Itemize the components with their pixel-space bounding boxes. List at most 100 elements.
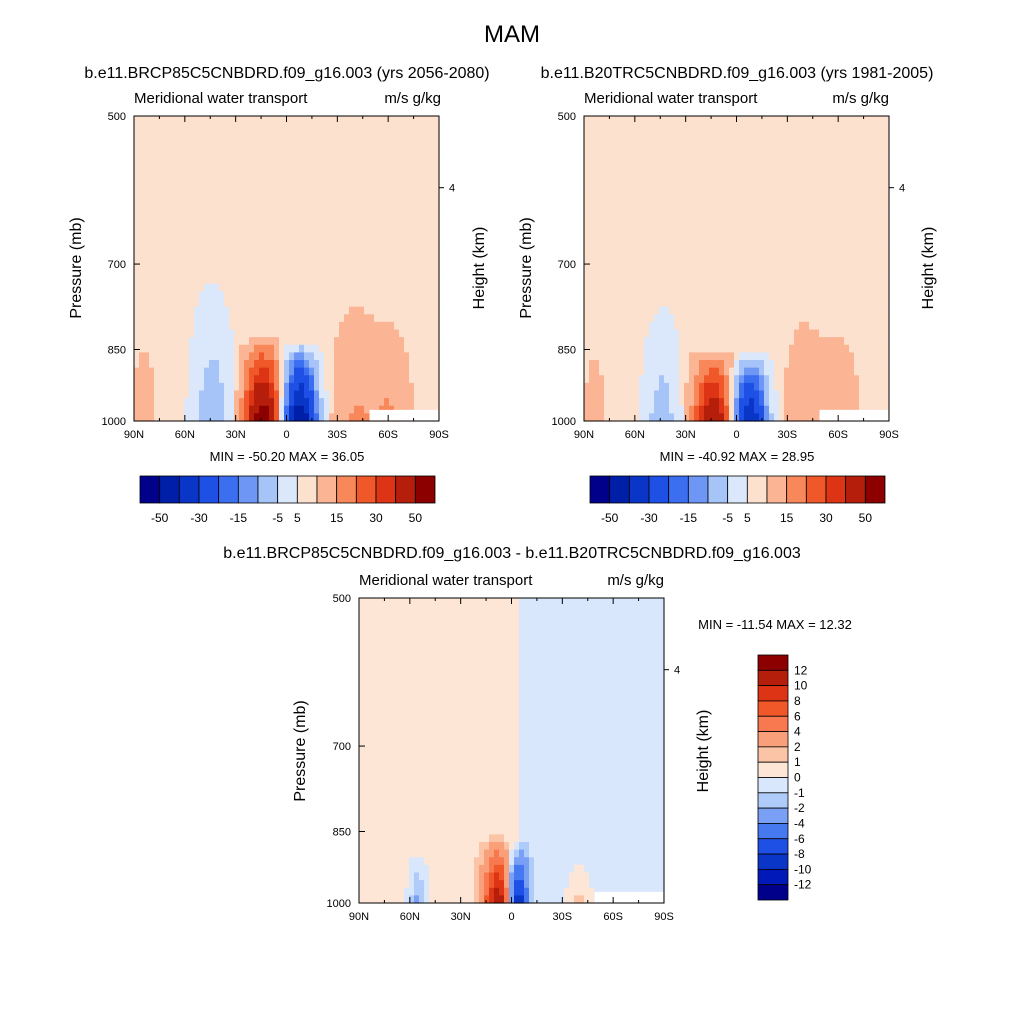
future-cell (324, 131, 330, 140)
future-cell (419, 321, 425, 331)
present-cell (839, 123, 845, 132)
present-cell (744, 299, 750, 308)
present-cell (724, 123, 730, 132)
future-cell (334, 291, 340, 300)
present-cell (874, 329, 880, 338)
present-cell (694, 352, 700, 361)
future-cell (324, 184, 330, 193)
future-cell (249, 116, 255, 125)
future-cell (134, 398, 140, 407)
future-cell (394, 138, 400, 148)
present-cell (824, 390, 830, 399)
present-cell (624, 329, 630, 338)
present-cell (589, 230, 595, 239)
future-cell (409, 161, 415, 170)
present-cell (879, 245, 885, 254)
future-cell (279, 161, 285, 170)
present-cell (609, 192, 615, 201)
future-cell (389, 352, 395, 361)
future-cell (404, 283, 410, 292)
present-cell (874, 199, 880, 209)
future-cell (339, 360, 345, 369)
present-cell (789, 253, 795, 262)
future-cell (304, 413, 310, 422)
future-cell (394, 169, 400, 178)
present-cell (584, 344, 590, 353)
future-cell (139, 382, 145, 392)
future-cell (379, 199, 385, 209)
future-cell (159, 375, 165, 384)
present-cell (694, 314, 700, 323)
future-cell (169, 245, 175, 254)
future-cell (359, 329, 365, 338)
future-cell (359, 382, 365, 392)
present-cell (624, 199, 630, 209)
future-cell (319, 154, 325, 163)
future-cell (169, 367, 175, 376)
present-cell (744, 321, 750, 331)
future-cell (334, 329, 340, 338)
present-cell (879, 260, 885, 270)
present-cell (604, 344, 610, 353)
future-cell (214, 283, 220, 292)
future-cell (354, 138, 360, 148)
present-cell (779, 375, 785, 384)
future-cell (269, 268, 275, 277)
present-cell (644, 268, 650, 277)
present-cell (594, 154, 600, 163)
present-cell (734, 367, 740, 376)
future-cell (329, 123, 335, 132)
future-cell (189, 199, 195, 209)
present-cell (649, 299, 655, 308)
present-cell (694, 230, 700, 239)
colorbar-label: 30 (369, 511, 383, 525)
present-cell (804, 337, 810, 346)
future-cell (359, 146, 365, 155)
future-cell (309, 413, 315, 422)
future-cell (234, 329, 240, 338)
future-cell (229, 146, 235, 155)
present-cell (724, 329, 730, 338)
present-cell (804, 184, 810, 193)
future-cell (359, 138, 365, 148)
colorbar-swatch (139, 475, 161, 504)
present-cell (629, 367, 635, 376)
present-cell (619, 306, 625, 315)
future-cell (394, 215, 400, 224)
present-cell (824, 123, 830, 132)
present-cell (809, 382, 815, 392)
present-cell (639, 268, 645, 277)
future-cell (214, 222, 220, 231)
present-cell (709, 222, 715, 231)
present-cell (664, 222, 670, 231)
present-cell (619, 329, 625, 338)
future-cell (214, 344, 220, 353)
future-cell (144, 352, 150, 361)
present-cell (629, 169, 635, 178)
present-cell (744, 413, 750, 422)
future-cell (274, 291, 280, 300)
present-cell (879, 215, 885, 224)
present-cell (709, 360, 715, 369)
present-cell (734, 230, 740, 239)
present-cell (594, 382, 600, 392)
future-cell (394, 390, 400, 399)
future-cell (329, 283, 335, 292)
present-cell (739, 245, 745, 254)
present-cell (659, 367, 665, 376)
present-cell (784, 207, 790, 216)
present-cell (619, 268, 625, 277)
present-cell (649, 375, 655, 384)
future-cell (274, 268, 280, 277)
future-cell (189, 116, 195, 125)
future-cell (359, 184, 365, 193)
present-cell (654, 390, 660, 399)
future-cell (409, 283, 415, 292)
future-cell (394, 276, 400, 285)
future-cell (424, 283, 430, 292)
future-cell (259, 131, 265, 140)
future-cell (229, 283, 235, 292)
present-cell (589, 268, 595, 277)
future-cell (274, 344, 280, 353)
future-cell (179, 123, 185, 132)
